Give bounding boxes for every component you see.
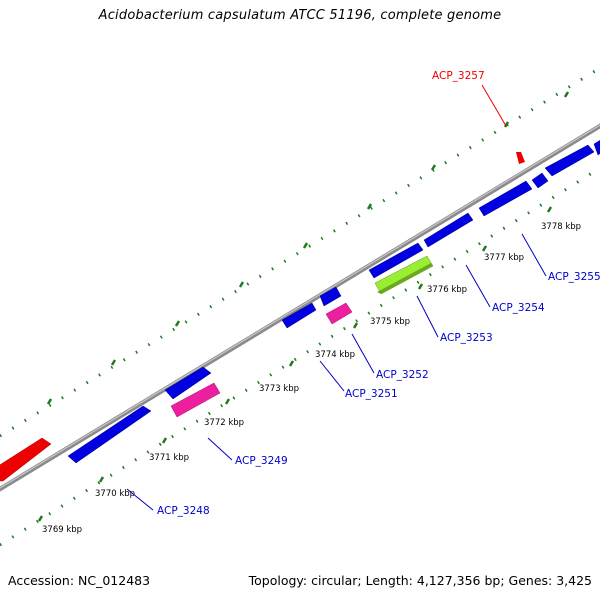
gene-label-acp-3252[interactable]: ACP_3252 (376, 369, 429, 381)
feature-cds-edge[interactable] (593, 139, 600, 156)
features-inner (170, 255, 434, 418)
scale-label: 3770 kbp (95, 489, 135, 499)
feature-cds-right[interactable] (544, 144, 595, 177)
feature-cds-arrow[interactable] (531, 172, 549, 189)
feature-cds-big-2[interactable] (423, 212, 474, 248)
accession-text: Accession: NC_012483 (8, 573, 151, 588)
gene-label-acp-3254[interactable]: ACP_3254 (492, 302, 545, 314)
gene-label-acp-3251[interactable]: ACP_3251 (345, 388, 398, 400)
feature-acp-3257[interactable] (516, 152, 525, 164)
scale-label: 3773 kbp (259, 384, 299, 394)
feature-acp-3249[interactable] (170, 382, 221, 418)
scale-label: 3774 kbp (315, 350, 355, 360)
scale-label: 3772 kbp (204, 418, 244, 428)
callout-lines (126, 84, 547, 511)
scale-label: 3771 kbp (149, 453, 189, 463)
inner-major-ticks (37, 206, 553, 522)
feature-cds-small[interactable] (319, 286, 342, 307)
feature-rrna-left[interactable] (0, 437, 52, 482)
inner-tick-ring (0, 166, 600, 547)
scale-label: 3778 kbp (541, 222, 581, 232)
gene-label-acp-3255[interactable]: ACP_3255 (548, 271, 600, 283)
feature-cds-3250[interactable] (164, 366, 212, 400)
feature-acp-3253-shade (377, 263, 433, 294)
scale-label: 3776 kbp (427, 285, 467, 295)
gene-label-acp-3249[interactable]: ACP_3249 (235, 455, 288, 467)
gene-label-acp-3253[interactable]: ACP_3253 (440, 332, 493, 344)
feature-cds-big-1[interactable] (368, 242, 424, 279)
features-forward (0, 139, 600, 482)
outer-major-ticks (46, 91, 570, 405)
map-title: Acidobacterium capsulatum ATCC 51196, co… (98, 8, 502, 23)
scale-label: 3777 kbp (484, 253, 524, 263)
feature-acp-3252[interactable] (325, 302, 353, 325)
feature-acp-3248[interactable] (67, 405, 152, 464)
gene-labels: ACP_3248 ACP_3249 ACP_3251 ACP_3252 ACP_… (157, 70, 600, 517)
outer-tick-ring (0, 66, 600, 438)
feature-acp-3251[interactable] (281, 302, 317, 329)
scale-label: 3769 kbp (42, 525, 82, 535)
gene-label-acp-3248[interactable]: ACP_3248 (157, 505, 210, 517)
gene-label-acp-3257[interactable]: ACP_3257 (432, 70, 485, 82)
scale-label: 3775 kbp (370, 317, 410, 327)
backbone-highlight (0, 124, 600, 489)
feature-acp-3255[interactable] (478, 180, 533, 217)
genome-stats-text: Topology: circular; Length: 4,127,356 bp… (248, 573, 592, 588)
scale-labels: 3769 kbp 3770 kbp 3771 kbp 3772 kbp 3773… (42, 222, 581, 535)
genome-backbone (0, 123, 600, 492)
